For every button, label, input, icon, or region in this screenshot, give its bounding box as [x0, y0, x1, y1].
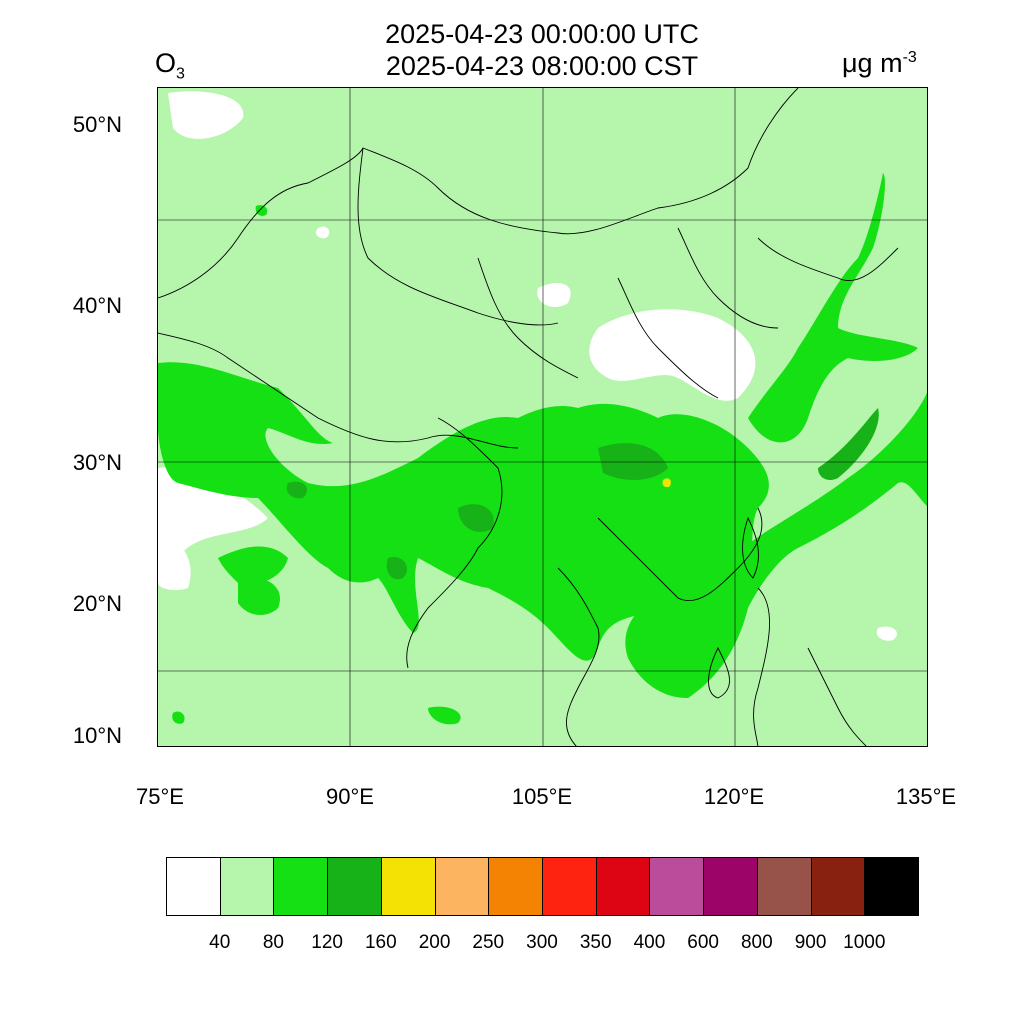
lat-label-20n: 20°N — [72, 591, 122, 616]
colorbar-tick-label: 400 — [633, 932, 666, 953]
colorbar-tick-label: 600 — [687, 932, 719, 953]
colorbar-swatch — [864, 857, 919, 916]
unit-name: μg m — [842, 48, 903, 78]
high-concentration-areas — [286, 408, 879, 580]
colorbar-swatch — [273, 857, 329, 916]
variable-name: O — [155, 48, 177, 78]
colorbar-tick-label: 120 — [311, 932, 343, 953]
variable-subscript: 3 — [176, 65, 185, 83]
map-title-utc: 2025-04-23 00:00:00 UTC — [385, 19, 699, 49]
lon-label-75e: 75°E — [136, 784, 184, 809]
lat-label-50n: 50°N — [72, 112, 122, 137]
variable-label: O3 — [155, 48, 185, 83]
colorbar-swatch — [756, 857, 812, 916]
lon-label-135e: 135°E — [895, 784, 957, 809]
map-title-cst: 2025-04-23 08:00:00 CST — [385, 51, 699, 81]
lat-label-30n: 30°N — [72, 450, 122, 475]
colorbar-tick-label: 900 — [794, 932, 827, 953]
country-borders — [158, 88, 899, 746]
colorbar-swatch — [595, 857, 651, 916]
colorbar — [166, 857, 919, 916]
colorbar-swatch — [327, 857, 382, 916]
lat-label-10n: 10°N — [72, 723, 122, 748]
colorbar-swatch — [649, 857, 705, 916]
lon-label-120e: 120°E — [703, 784, 765, 809]
colorbar-tick-label: 350 — [579, 932, 612, 953]
lon-label-105e: 105°E — [511, 784, 573, 809]
colorbar-tick-label: 200 — [418, 932, 451, 953]
colorbar-swatch — [434, 857, 490, 916]
ozone-concentration-map — [157, 87, 928, 747]
unit-label: μg m-3 — [842, 48, 917, 79]
colorbar-tick-label: 1000 — [843, 932, 886, 953]
graticule — [158, 88, 927, 746]
colorbar-swatch — [810, 857, 866, 916]
map-canvas — [158, 88, 927, 746]
colorbar-swatch — [380, 857, 436, 916]
colorbar-tick-label: 300 — [526, 932, 558, 953]
colorbar-tick-label: 160 — [364, 932, 397, 953]
unit-superscript: -3 — [902, 49, 917, 66]
peak-concentration-spot — [662, 478, 671, 488]
colorbar-tick-label: 800 — [740, 932, 773, 953]
colorbar-swatch — [542, 857, 597, 916]
colorbar-tick-label: 40 — [209, 932, 231, 953]
colorbar-tick-label: 250 — [472, 932, 505, 953]
lat-label-40n: 40°N — [72, 293, 122, 318]
colorbar-tick-label: 80 — [262, 932, 284, 953]
colorbar-swatch — [166, 857, 221, 916]
colorbar-swatch — [488, 857, 543, 916]
colorbar-swatch — [219, 857, 275, 916]
colorbar-swatch — [703, 857, 758, 916]
lon-label-90e: 90°E — [326, 784, 374, 809]
